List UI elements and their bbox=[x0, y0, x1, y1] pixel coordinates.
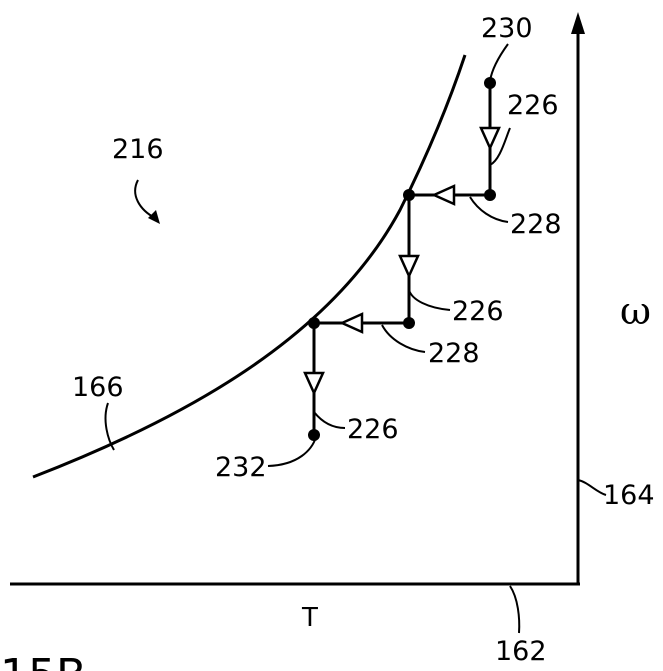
down-arrow-icon bbox=[479, 126, 501, 152]
y-axis-ref-label: 164 bbox=[603, 480, 655, 511]
leader-y-axis bbox=[577, 479, 607, 496]
leader-start-point bbox=[489, 43, 509, 82]
start-point bbox=[484, 77, 496, 89]
curve-point bbox=[308, 317, 320, 329]
y-axis-arrow-icon bbox=[571, 12, 585, 34]
step-down-label-3: 226 bbox=[347, 414, 399, 445]
left-arrow-icon bbox=[338, 312, 364, 334]
curve-point bbox=[403, 189, 415, 201]
region-curved-arrow bbox=[134, 179, 156, 219]
y-axis-label: ω bbox=[620, 289, 651, 333]
step-down-label-1: 226 bbox=[507, 90, 559, 121]
step-down-label-2: 226 bbox=[452, 296, 504, 327]
step-point bbox=[484, 189, 496, 201]
leader-step-down-2 bbox=[408, 289, 451, 311]
x-axis-label: T bbox=[301, 603, 318, 633]
leader-curve bbox=[104, 402, 115, 451]
figure-number: 15B bbox=[0, 650, 86, 671]
down-arrow-icon bbox=[303, 371, 325, 397]
leader-step-left-2 bbox=[381, 324, 426, 353]
leader-step-left-1 bbox=[469, 196, 509, 223]
end-point-label: 232 bbox=[215, 452, 267, 483]
down-arrow-icon bbox=[398, 254, 420, 280]
x-axis-ref-label: 162 bbox=[495, 636, 547, 667]
leader-step-down-1 bbox=[489, 127, 511, 166]
curve-label: 166 bbox=[72, 372, 124, 403]
end-point bbox=[308, 429, 320, 441]
leader-x-axis bbox=[509, 585, 521, 634]
step-left-label-1: 228 bbox=[510, 209, 562, 240]
start-point-label: 230 bbox=[481, 13, 533, 44]
boundary-curve bbox=[32, 54, 467, 479]
step-left-label-2: 228 bbox=[428, 338, 480, 369]
leader-step-down-3 bbox=[313, 411, 346, 429]
region-arrow-icon bbox=[148, 210, 160, 224]
leader-end-point bbox=[267, 436, 317, 467]
step-point bbox=[403, 317, 415, 329]
region-label: 216 bbox=[112, 134, 164, 165]
left-arrow-icon bbox=[430, 184, 456, 206]
